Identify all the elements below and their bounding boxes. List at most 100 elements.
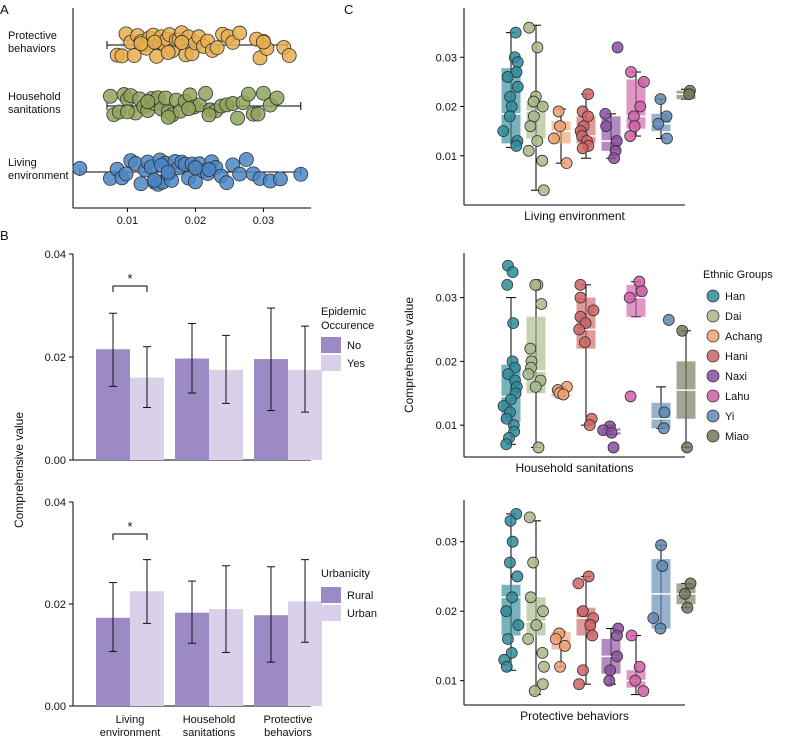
c-data-point (552, 105, 565, 118)
b-legend-title: Epidemic (321, 306, 367, 318)
b-y-tick-label: 0.00 (45, 455, 66, 467)
b-legend-swatch (321, 587, 341, 603)
b-y-tick-label: 0.02 (45, 352, 66, 364)
b-legend-swatch (321, 605, 341, 621)
c-data-point (530, 619, 543, 631)
c-data-point (656, 560, 669, 572)
c-data-point (583, 419, 596, 432)
c-legend-marker (706, 429, 720, 443)
c-data-point (505, 100, 518, 113)
c-legend-title: Ethnic Groups (703, 269, 773, 281)
c-data-point (523, 21, 536, 34)
c-data-point (522, 144, 535, 157)
c-data-point (611, 41, 624, 54)
c-data-point (554, 660, 566, 673)
b-significance-bracket (112, 285, 148, 292)
b-legend-swatch (321, 355, 341, 371)
c-data-point (634, 100, 647, 113)
panel-label-b: B (0, 228, 9, 243)
a-data-point (187, 160, 203, 176)
c-legend-marker (706, 389, 720, 403)
c-data-point (652, 117, 665, 130)
a-data-point (118, 166, 134, 182)
a-data-point (255, 85, 271, 101)
b-significance-bracket (112, 533, 148, 540)
c-data-point (584, 619, 597, 631)
c-data-point (628, 120, 641, 133)
c-legend-label: Dai (725, 311, 742, 323)
c-data-point (511, 570, 524, 583)
c-data-point (573, 678, 585, 691)
c-data-point (548, 132, 560, 145)
c-data-point (655, 539, 667, 552)
c-data-point (572, 577, 585, 590)
c-data-point (684, 577, 697, 590)
a-data-point (160, 109, 176, 125)
c-data-point (603, 674, 616, 687)
c-data-point (582, 570, 595, 583)
b-x-tick-label: Living (116, 714, 145, 726)
b-legend-label: Urban (347, 608, 377, 620)
c-x-axis-label: Living environment (524, 209, 625, 223)
c-legend-marker (706, 349, 720, 363)
a-data-point (238, 152, 254, 167)
c-data-point (527, 110, 540, 123)
c-data-point (610, 135, 623, 147)
c-data-point (681, 601, 694, 614)
c-data-point (576, 142, 589, 155)
c-data-point (500, 605, 513, 618)
a-row-label-line2: behaviors (8, 43, 56, 55)
c-data-point (637, 75, 650, 88)
c-data-point (662, 314, 675, 326)
c-data-point (574, 291, 587, 304)
panel-c-living-environment: 0.01 0.02 0.03 Living environment (436, 8, 696, 223)
c-data-point (506, 535, 519, 548)
c-data-point (611, 650, 623, 663)
c-data-point (512, 619, 525, 631)
c-legend-marker (706, 329, 720, 343)
panel-label-a: A (0, 2, 9, 17)
b-significance-mark: * (127, 519, 132, 534)
c-data-point (625, 629, 638, 642)
panel-label-c: C (344, 2, 353, 17)
a-data-point (272, 171, 288, 187)
a-row-label-line1: Household (8, 91, 61, 103)
a-data-point (147, 34, 163, 50)
c-legend-label: Lahu (725, 391, 749, 403)
c-data-point (549, 633, 562, 645)
panel-c-protective-behaviors: 0.01 0.02 0.03 Protective behaviors (436, 500, 697, 723)
c-legend-marker (706, 289, 720, 303)
c-data-point (661, 132, 673, 145)
c-data-point (501, 278, 514, 291)
c-data-point (624, 390, 637, 403)
c-data-point (532, 441, 545, 454)
c-data-point (611, 629, 623, 642)
c-data-point (538, 660, 550, 673)
c-y-tick-label: 0.03 (436, 537, 457, 549)
c-data-point (497, 125, 510, 138)
a-data-point (174, 35, 190, 50)
a-data-point (181, 101, 197, 117)
c-data-point (657, 422, 670, 435)
c-data-point (574, 278, 587, 291)
c-data-point (654, 93, 667, 106)
c-data-point (500, 660, 513, 673)
c-legend-label: Yi (725, 411, 734, 423)
c-x-axis-label: Protective behaviors (520, 709, 629, 723)
b-x-tick-label: behaviors (264, 727, 312, 736)
a-data-point (133, 176, 149, 192)
c-data-point (604, 664, 617, 677)
c-legend-label: Hani (725, 351, 748, 363)
a-x-tick-label: 0.01 (117, 215, 138, 227)
a-data-point (293, 166, 309, 182)
c-data-point (676, 324, 689, 337)
c-data-point (654, 622, 667, 635)
c-data-point (501, 71, 514, 83)
a-data-point (126, 48, 142, 63)
c-legend-label: Naxi (725, 371, 747, 383)
c-data-point (504, 514, 517, 527)
b-legend-swatch (321, 337, 341, 353)
